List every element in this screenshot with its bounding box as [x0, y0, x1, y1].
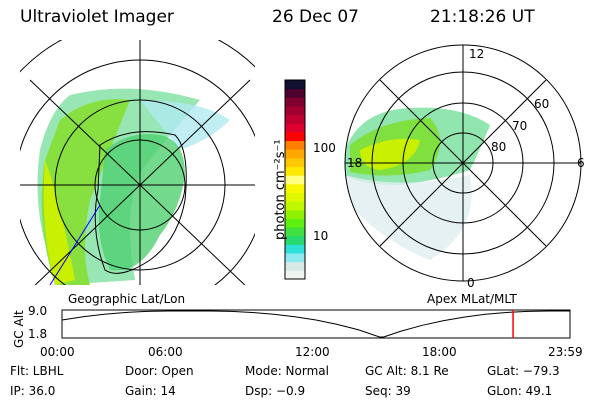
y-tick-max: 9.0 [28, 304, 48, 318]
left-map-label: Geographic Lat/Lon [68, 292, 186, 306]
geographic-map [20, 40, 255, 285]
y-tick-min: 1.8 [28, 327, 48, 341]
info-field: GC Alt: 8.1 Re [365, 364, 449, 378]
x-tick-0: 00:00 [40, 345, 75, 359]
mlt-label-0: 0 [467, 276, 475, 290]
date: 26 Dec 07 [272, 7, 359, 27]
colorbar-swatch [285, 201, 305, 211]
x-tick-2: 12:00 [295, 345, 330, 359]
colorbar-swatch [285, 123, 305, 133]
mlt-label-12: 12 [469, 47, 485, 61]
colorbar-swatch [285, 183, 305, 193]
lat-label-60: 60 [534, 97, 550, 111]
colorbar-swatch [285, 235, 305, 245]
colorbar-swatch [285, 175, 305, 185]
x-tick-1: 06:00 [148, 345, 183, 359]
lat-label-80: 80 [491, 140, 507, 154]
altitude-plot [61, 310, 570, 338]
colorbar-swatch [285, 270, 305, 280]
info-field: Door: Open [125, 364, 194, 378]
y-axis-label: GC Alt [12, 310, 26, 348]
colorbar-swatch [285, 209, 305, 219]
colorbar-swatch [285, 140, 305, 150]
colorbar-swatch [285, 88, 305, 98]
info-field: Seq: 39 [365, 384, 411, 398]
colorbar-swatch [285, 227, 305, 237]
x-tick-3: 18:00 [422, 345, 457, 359]
title: Ultraviolet Imager [20, 7, 174, 27]
colorbar-swatch [285, 105, 305, 116]
colorbar-swatch [285, 157, 305, 168]
colorbar-swatch [285, 244, 305, 254]
x-tick-4: 23:59 [548, 345, 583, 359]
colorbar-swatch [285, 97, 305, 107]
colorbar-tick-10: 10 [313, 229, 329, 243]
altitude-plot-frame [61, 309, 571, 339]
apex-polar-map [344, 44, 582, 282]
mlt-label-6: 6 [577, 156, 585, 170]
colorbar-swatch [285, 218, 305, 228]
colorbar [285, 80, 305, 280]
info-field: Flt: LBHL [10, 364, 64, 378]
lat-label-70: 70 [512, 119, 528, 133]
colorbar-swatch [285, 261, 305, 271]
info-field: GLat: −79.3 [487, 364, 560, 378]
colorbar-swatch [285, 149, 305, 159]
colorbar-swatch [285, 80, 305, 90]
colorbar-swatch [285, 192, 305, 202]
colorbar-swatch [285, 166, 305, 176]
colorbar-swatch [285, 114, 305, 124]
colorbar-tick-100: 100 [313, 141, 336, 155]
mlt-label-18: 18 [347, 156, 363, 170]
colorbar-swatch [285, 253, 305, 263]
info-field: Mode: Normal [245, 364, 329, 378]
altitude-line [61, 310, 570, 338]
right-map-label: Apex MLat/MLT [427, 292, 517, 306]
colorbar-label: photon cm⁻²s⁻¹ [273, 139, 288, 240]
info-field: IP: 36.0 [10, 384, 56, 398]
info-field: GLon: 49.1 [487, 384, 553, 398]
colorbar-swatch [285, 131, 305, 142]
info-field: Dsp: −0.9 [245, 384, 306, 398]
time: 21:18:26 UT [430, 7, 535, 27]
info-field: Gain: 14 [125, 384, 176, 398]
